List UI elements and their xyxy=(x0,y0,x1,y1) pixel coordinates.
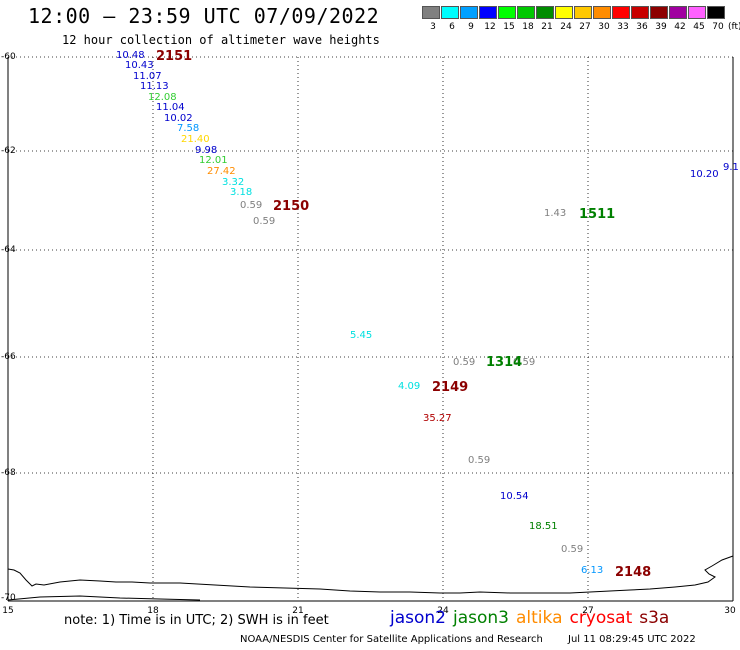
wave-height-value: 9.1 xyxy=(723,162,739,173)
legend-s3a: s3a xyxy=(639,608,670,628)
colorbar-label: 6 xyxy=(449,22,455,32)
wave-height-value: 12.01 xyxy=(199,155,228,166)
colorbar-swatch-3 xyxy=(422,6,440,19)
colorbar-swatch-24 xyxy=(555,6,573,19)
wave-height-value: 21.40 xyxy=(181,134,210,145)
colorbar-label: 12 xyxy=(484,22,496,32)
longitude-label: 24 xyxy=(437,606,449,616)
colorbar-swatch-27 xyxy=(574,6,592,19)
pass-id-label: 1314 xyxy=(486,355,523,370)
colorbar-swatch-70 xyxy=(707,6,725,19)
legend-cryosat: cryosat xyxy=(569,608,633,628)
colorbar-swatch-30 xyxy=(593,6,611,19)
pass-id-label: 2148 xyxy=(615,565,652,580)
wave-height-value: 9.98 xyxy=(195,145,218,156)
credit-line: NOAA/NESDIS Center for Satellite Applica… xyxy=(240,634,543,645)
colorbar-label: 39 xyxy=(655,22,667,32)
wave-height-value: 11.13 xyxy=(140,81,169,92)
wave-height-value: 0.59 xyxy=(453,357,476,368)
latitude-label: -70 xyxy=(1,593,16,603)
colorbar-label: 9 xyxy=(468,22,474,32)
colorbar-unit: (ft) xyxy=(728,22,740,32)
wave-height-value: 10.20 xyxy=(690,169,719,180)
wave-height-value: 0.59 xyxy=(561,544,584,555)
map-subtitle: 12 hour collection of altimeter wave hei… xyxy=(62,33,380,47)
latitude-label: -68 xyxy=(1,468,16,478)
colorbar-swatch-18 xyxy=(517,6,535,19)
wave-height-value: 7.58 xyxy=(177,123,200,134)
colorbar-label: 21 xyxy=(541,22,553,32)
wave-height-value: 0.59 xyxy=(253,216,276,227)
wave-height-value: 35.27 xyxy=(423,413,452,424)
wave-height-value: 11.04 xyxy=(156,102,185,113)
colorbar-swatch-45 xyxy=(688,6,706,19)
pass-id-label: 2149 xyxy=(432,380,469,395)
map-title: 12:00 – 23:59 UTC 07/09/2022 xyxy=(28,4,380,28)
timestamp: Jul 11 08:29:45 UTC 2022 xyxy=(568,634,696,645)
wave-height-value: 4.09 xyxy=(398,381,421,392)
wave-height-value: 11.07 xyxy=(133,71,162,82)
colorbar-swatch-12 xyxy=(479,6,497,19)
colorbar-swatch-39 xyxy=(650,6,668,19)
latitude-label: -66 xyxy=(1,352,16,362)
colorbar-label: 42 xyxy=(674,22,686,32)
legend-jason2: jason2 xyxy=(390,608,446,628)
colorbar-swatch-42 xyxy=(669,6,687,19)
colorbar-label: 15 xyxy=(503,22,515,32)
wave-height-value: 10.54 xyxy=(500,491,529,502)
colorbar-swatch-9 xyxy=(460,6,478,19)
latitude-label: -62 xyxy=(1,146,16,156)
legend-jason3: jason3 xyxy=(453,608,509,628)
longitude-label: 21 xyxy=(292,606,304,616)
colorbar-label: 33 xyxy=(617,22,629,32)
latitude-label: -60 xyxy=(1,52,16,62)
colorbar-label: 36 xyxy=(636,22,648,32)
colorbar-swatch-6 xyxy=(441,6,459,19)
satellite-legend: jason2 jason3 altika cryosat s3a xyxy=(390,608,676,628)
wave-height-value: 10.02 xyxy=(164,113,193,124)
wave-height-value: 27.42 xyxy=(207,166,236,177)
wave-height-value: 0.59 xyxy=(468,455,491,466)
colorbar-label: 30 xyxy=(598,22,610,32)
longitude-label: 30 xyxy=(724,606,736,616)
graticule xyxy=(8,56,733,601)
pass-id-label: 2151 xyxy=(156,49,193,64)
wave-height-value: 18.51 xyxy=(529,521,558,532)
wave-height-value: 0.59 xyxy=(513,357,536,368)
latitude-label: -64 xyxy=(1,245,16,255)
pass-id-label: 1511 xyxy=(579,207,616,222)
wave-height-value: 3.32 xyxy=(222,177,245,188)
pass-id-label: 2150 xyxy=(273,199,310,214)
colorbar-swatch-36 xyxy=(631,6,649,19)
colorbar-swatch-21 xyxy=(536,6,554,19)
colorbar-label: 45 xyxy=(693,22,705,32)
wave-height-value: 10.48 xyxy=(116,50,145,61)
map-frame xyxy=(7,57,734,602)
colorbar-swatch-15 xyxy=(498,6,516,19)
footer-note: note: 1) Time is in UTC; 2) SWH is in fe… xyxy=(64,613,329,628)
wave-height-value: 12.08 xyxy=(148,92,177,103)
wave-height-value: 5.45 xyxy=(350,330,373,341)
colorbar-label: 27 xyxy=(579,22,591,32)
longitude-label: 15 xyxy=(2,606,14,616)
wave-height-value: 3.18 xyxy=(230,187,253,198)
coastline-lower xyxy=(7,595,201,601)
wave-height-value: 6.13 xyxy=(581,565,604,576)
wave-height-value: 10.43 xyxy=(125,60,154,71)
colorbar-label: 3 xyxy=(430,22,436,32)
colorbar-label: 24 xyxy=(560,22,572,32)
colorbar-label: 70 xyxy=(712,22,724,32)
longitude-label: 18 xyxy=(147,606,159,616)
colorbar-swatch-33 xyxy=(612,6,630,19)
colorbar-label: 18 xyxy=(522,22,534,32)
legend-altika: altika xyxy=(516,608,563,628)
coastline-west xyxy=(7,568,460,594)
longitude-label: 27 xyxy=(582,606,594,616)
wave-height-value: 0.59 xyxy=(240,200,263,211)
wave-height-value: 1.43 xyxy=(544,208,567,219)
coastline-east xyxy=(459,555,734,594)
